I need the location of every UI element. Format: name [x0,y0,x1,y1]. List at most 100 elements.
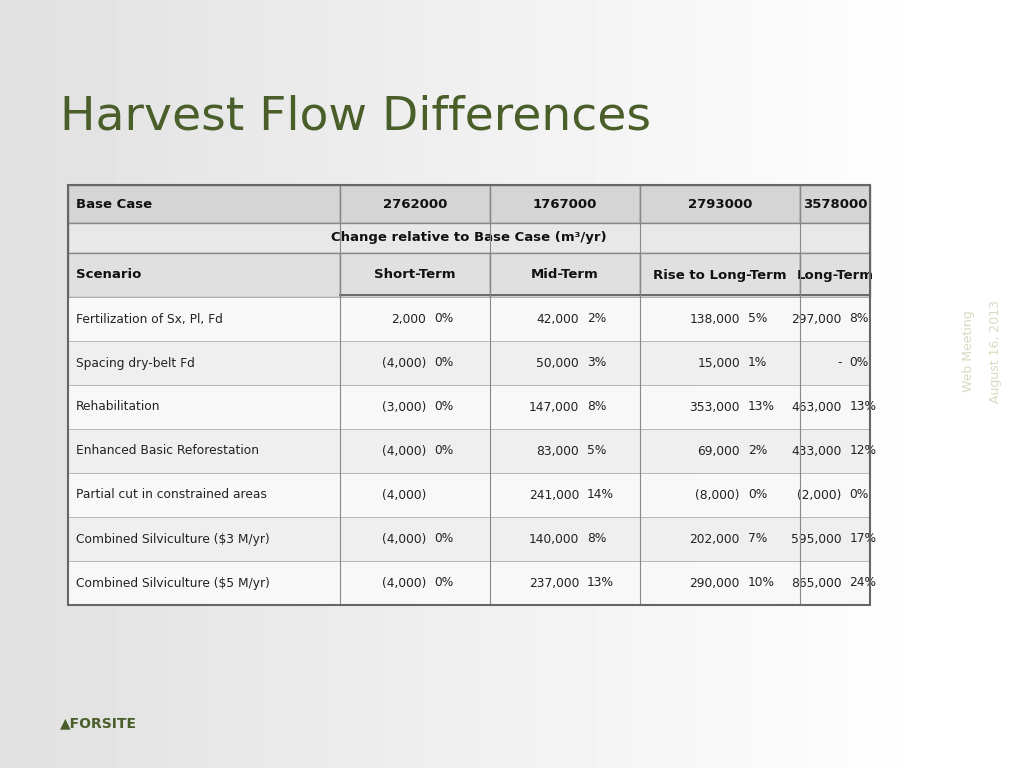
Text: 0%: 0% [850,488,868,502]
Text: Rise to Long-Term: Rise to Long-Term [653,269,786,282]
Bar [490,253,640,297]
Text: 0%: 0% [850,356,868,369]
Bar [68,185,870,605]
Bar [800,561,870,605]
Bar [490,473,640,517]
Text: 3578000: 3578000 [803,197,867,210]
Text: 10%: 10% [748,577,775,590]
Text: 353,000: 353,000 [689,400,740,413]
Text: 2,000: 2,000 [391,313,426,326]
Bar [68,185,340,223]
Text: (4,000): (4,000) [382,577,426,590]
Text: (3,000): (3,000) [382,400,426,413]
Text: 50,000: 50,000 [537,356,579,369]
Bar [490,297,640,341]
Bar [68,297,340,341]
Bar [640,517,800,561]
Bar [340,341,490,385]
Text: 0%: 0% [434,532,454,545]
Bar [68,429,340,473]
Bar [640,473,800,517]
Bar [640,561,800,605]
Text: 83,000: 83,000 [537,445,579,458]
Bar [800,297,870,341]
Text: 8%: 8% [587,400,606,413]
Text: 433,000: 433,000 [792,445,842,458]
Bar [490,385,640,429]
Text: 7%: 7% [748,532,767,545]
Text: August 16, 2013: August 16, 2013 [989,300,1001,403]
Bar [640,429,800,473]
Bar [340,429,490,473]
Text: 13%: 13% [850,400,877,413]
Text: Scenario: Scenario [76,269,141,282]
Text: 237,000: 237,000 [528,577,579,590]
Bar [68,223,870,253]
Text: 2793000: 2793000 [688,197,753,210]
Bar [490,561,640,605]
Text: 0%: 0% [434,356,454,369]
Text: 1767000: 1767000 [532,197,597,210]
Bar [340,253,490,297]
Text: Short-Term: Short-Term [374,269,456,282]
Bar [68,341,340,385]
Text: ▲FORSITE: ▲FORSITE [60,716,137,730]
Text: 0%: 0% [748,488,767,502]
Text: 2%: 2% [748,445,767,458]
Bar [340,561,490,605]
Text: 140,000: 140,000 [528,532,579,545]
Bar [340,473,490,517]
Text: 290,000: 290,000 [689,577,740,590]
Text: 5%: 5% [587,445,606,458]
Text: 8%: 8% [587,532,606,545]
Text: 0%: 0% [434,577,454,590]
Bar [640,297,800,341]
Text: 12%: 12% [850,445,877,458]
Text: 3%: 3% [587,356,606,369]
Text: 49: 49 [967,726,991,745]
Text: Harvest Flow Differences: Harvest Flow Differences [60,95,651,140]
Text: 2%: 2% [587,313,606,326]
Text: Combined Silviculture ($3 M/yr): Combined Silviculture ($3 M/yr) [76,532,269,545]
Text: 17%: 17% [850,532,877,545]
Bar [340,297,490,341]
Text: Spacing dry-belt Fd: Spacing dry-belt Fd [76,356,195,369]
Text: Base Case: Base Case [76,197,153,210]
Text: (8,000): (8,000) [695,488,740,502]
Bar [640,385,800,429]
Text: (4,000): (4,000) [382,488,426,502]
Text: 202,000: 202,000 [689,532,740,545]
Bar [800,341,870,385]
Bar [640,341,800,385]
Text: 0%: 0% [434,400,454,413]
Text: Rehabilitation: Rehabilitation [76,400,161,413]
Bar [640,185,800,223]
Bar [800,385,870,429]
Text: 14%: 14% [587,488,614,502]
Text: Combined Silviculture ($5 M/yr): Combined Silviculture ($5 M/yr) [76,577,270,590]
Bar [490,185,640,223]
Bar [490,517,640,561]
Text: 8%: 8% [850,313,869,326]
Text: 5%: 5% [748,313,767,326]
Text: 24%: 24% [850,577,877,590]
Bar [340,385,490,429]
Text: 865,000: 865,000 [791,577,842,590]
Text: Change relative to Base Case (m³/yr): Change relative to Base Case (m³/yr) [331,231,607,244]
Bar [68,385,340,429]
Text: Long-Term: Long-Term [797,269,873,282]
Text: 147,000: 147,000 [528,400,579,413]
Text: 15,000: 15,000 [697,356,740,369]
Bar [800,185,870,223]
Bar [68,517,340,561]
Text: (2,000): (2,000) [797,488,842,502]
Text: 13%: 13% [748,400,775,413]
Text: Partial cut in constrained areas: Partial cut in constrained areas [76,488,267,502]
Text: 0%: 0% [434,313,454,326]
Text: (4,000): (4,000) [382,356,426,369]
Bar [800,429,870,473]
Text: 69,000: 69,000 [697,445,740,458]
Bar [490,341,640,385]
Text: Mid-Term: Mid-Term [531,269,599,282]
Bar [68,561,340,605]
